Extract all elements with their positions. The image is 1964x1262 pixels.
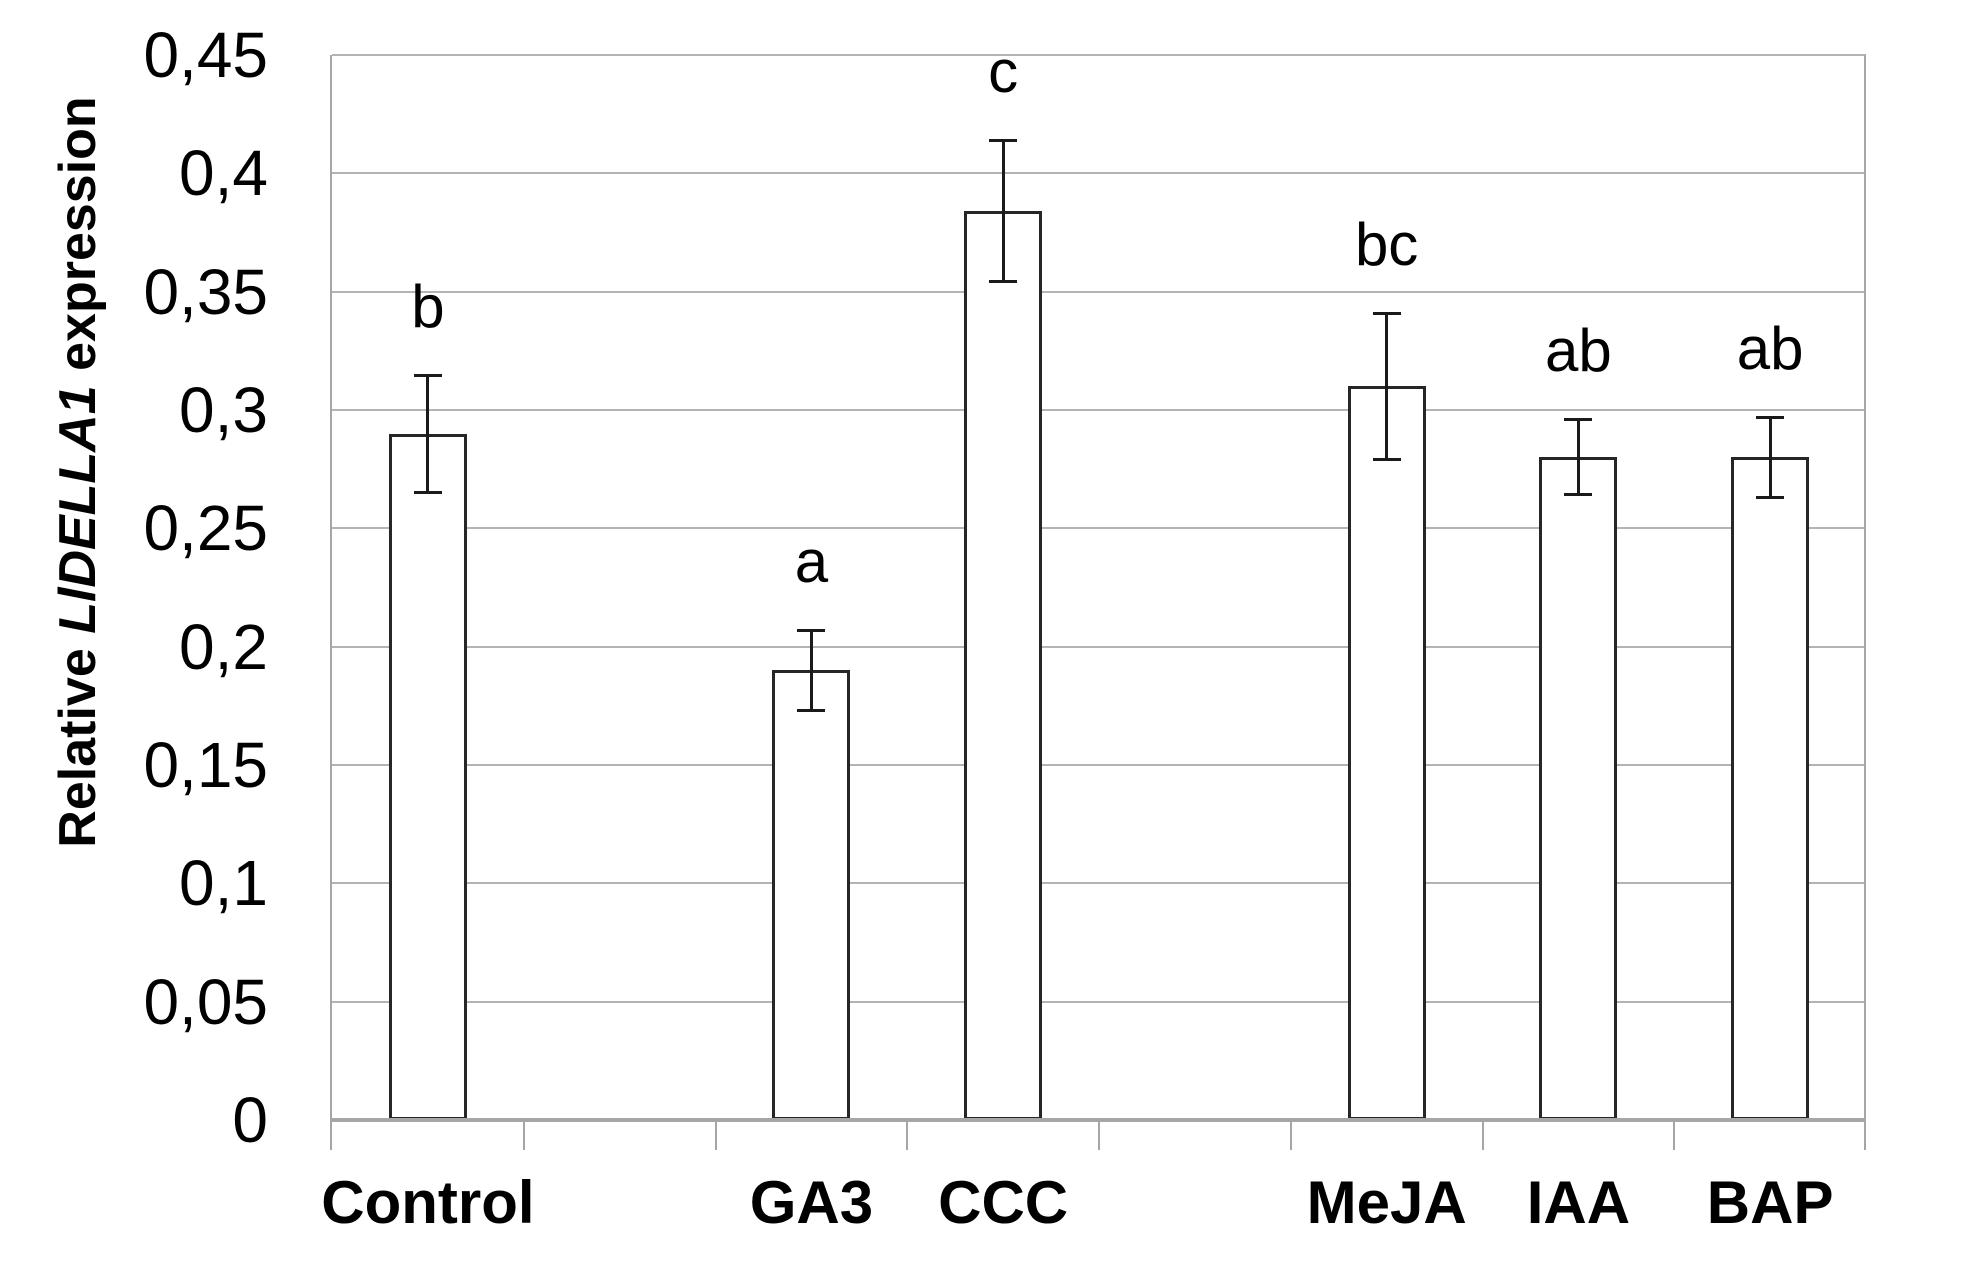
error-bar-line bbox=[1385, 312, 1389, 460]
gridline bbox=[332, 172, 1866, 175]
y-axis-title-suffix: expression bbox=[49, 96, 107, 386]
y-axis-line bbox=[330, 55, 332, 1150]
error-bar-cap-bottom bbox=[413, 490, 442, 494]
x-category-label: IAA bbox=[1526, 1169, 1631, 1236]
bar bbox=[1347, 386, 1426, 1120]
error-bar-cap-top bbox=[797, 629, 826, 633]
bar bbox=[1731, 457, 1810, 1120]
y-tick-label: 0 bbox=[232, 1084, 268, 1156]
error-bar-cap-bottom bbox=[1756, 495, 1785, 499]
plot-right-border bbox=[1864, 55, 1866, 1150]
x-category-label: MeJA bbox=[1306, 1169, 1467, 1236]
x-axis-tick bbox=[1673, 1120, 1676, 1150]
error-bar-line bbox=[426, 374, 430, 493]
y-tick-label: 0,1 bbox=[179, 847, 268, 920]
y-tick-label: 0,35 bbox=[143, 255, 268, 328]
y-tick-label: 0,25 bbox=[143, 492, 268, 565]
bar bbox=[1539, 457, 1618, 1120]
significance-letter: c bbox=[988, 38, 1019, 106]
y-tick-label: 0,45 bbox=[143, 19, 268, 91]
error-bar-cap-top bbox=[1756, 416, 1785, 420]
x-axis-line bbox=[332, 1118, 1866, 1122]
error-bar-cap-top bbox=[989, 139, 1018, 143]
error-bar-cap-top bbox=[1372, 311, 1401, 315]
significance-letter: ab bbox=[1545, 317, 1612, 385]
error-bar-cap-bottom bbox=[1372, 457, 1401, 461]
gridline bbox=[332, 290, 1866, 293]
error-bar-line bbox=[809, 630, 813, 711]
gridline bbox=[332, 527, 1866, 530]
y-tick-label: 0,4 bbox=[179, 137, 268, 210]
x-axis-tick bbox=[714, 1120, 717, 1150]
gridline bbox=[332, 409, 1866, 411]
x-axis-tick bbox=[1481, 1120, 1484, 1150]
gridline bbox=[332, 54, 1866, 56]
x-category-label: Control bbox=[321, 1169, 535, 1236]
error-bar-cap-bottom bbox=[797, 708, 826, 712]
x-axis-tick bbox=[1289, 1120, 1292, 1150]
bar bbox=[964, 211, 1043, 1120]
x-category-label: CCC bbox=[938, 1169, 1069, 1236]
error-bar-line bbox=[1001, 140, 1005, 283]
significance-letter: a bbox=[794, 528, 829, 596]
significance-letter: b bbox=[411, 272, 445, 340]
y-tick-label: 0,15 bbox=[143, 729, 268, 801]
error-bar-cap-bottom bbox=[989, 280, 1018, 284]
gridline bbox=[332, 645, 1866, 648]
y-tick-label: 0,2 bbox=[179, 610, 268, 683]
gridline bbox=[332, 1000, 1866, 1003]
y-tick-label: 0,05 bbox=[143, 965, 268, 1038]
error-bar-cap-top bbox=[1564, 418, 1593, 422]
x-axis-tick bbox=[1098, 1120, 1100, 1150]
error-bar-line bbox=[1768, 417, 1772, 498]
x-axis-tick bbox=[906, 1120, 909, 1150]
y-tick-label: 0,3 bbox=[179, 374, 268, 446]
bar bbox=[388, 433, 467, 1120]
error-bar-cap-top bbox=[413, 373, 442, 377]
x-category-label: BAP bbox=[1706, 1169, 1834, 1236]
error-bar-line bbox=[1576, 419, 1580, 496]
error-bar-cap-bottom bbox=[1564, 493, 1593, 497]
x-category-label: GA3 bbox=[749, 1169, 874, 1236]
significance-letter: bc bbox=[1354, 210, 1419, 278]
gridline bbox=[332, 882, 1866, 885]
significance-letter: ab bbox=[1736, 315, 1804, 383]
bar bbox=[772, 670, 851, 1120]
x-axis-tick bbox=[522, 1120, 525, 1150]
gridline bbox=[332, 764, 1866, 766]
